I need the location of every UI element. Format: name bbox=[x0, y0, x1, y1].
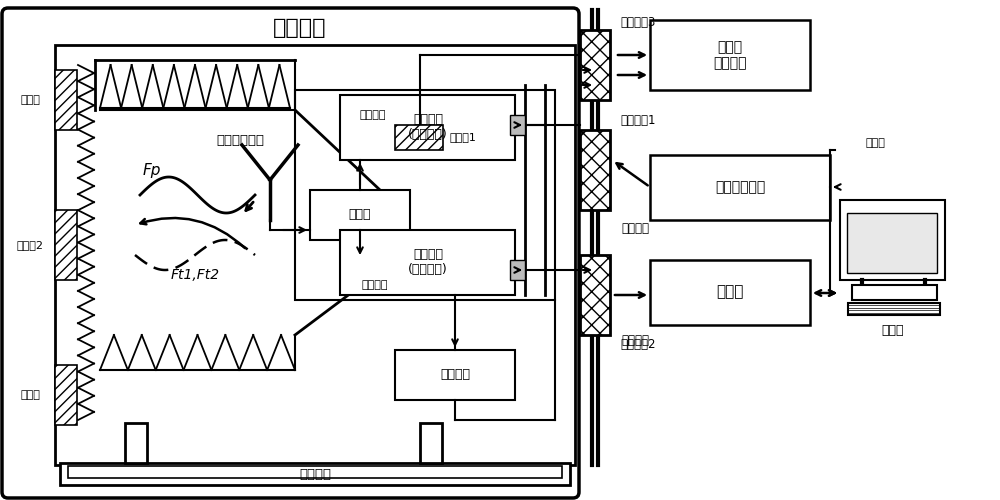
Bar bbox=[847, 213, 937, 273]
Text: 固定支架: 固定支架 bbox=[299, 468, 331, 480]
Bar bbox=[650, 20, 810, 90]
Text: 时钟线: 时钟线 bbox=[865, 138, 885, 148]
Bar bbox=[340, 95, 515, 160]
Text: 发射通道
(含放大器): 发射通道 (含放大器) bbox=[408, 113, 448, 141]
Text: 热电耦
监视设备: 热电耦 监视设备 bbox=[713, 40, 747, 70]
Bar bbox=[55, 70, 77, 130]
Bar bbox=[650, 260, 810, 325]
Text: Fp: Fp bbox=[143, 162, 161, 178]
Bar bbox=[510, 115, 525, 135]
Bar bbox=[55, 210, 77, 280]
Bar bbox=[340, 230, 515, 295]
Bar bbox=[60, 463, 570, 485]
Bar bbox=[68, 466, 562, 478]
Text: 双工器: 双工器 bbox=[349, 208, 371, 222]
Bar bbox=[295, 90, 555, 300]
Text: 收发共用天线: 收发共用天线 bbox=[216, 134, 264, 146]
Bar bbox=[510, 260, 525, 280]
Text: 穿墙法兰2: 穿墙法兰2 bbox=[620, 338, 656, 351]
Text: 热电耦2: 热电耦2 bbox=[16, 240, 44, 250]
Text: 高频电缆: 高频电缆 bbox=[621, 222, 649, 234]
Bar bbox=[310, 190, 410, 240]
Text: 多载波信号源: 多载波信号源 bbox=[715, 180, 765, 194]
Text: 加热片: 加热片 bbox=[20, 95, 40, 105]
Text: 水冷负载: 水冷负载 bbox=[440, 368, 470, 382]
Bar bbox=[840, 200, 945, 280]
Text: 高频电缆: 高频电缆 bbox=[621, 334, 649, 346]
Text: 加热片: 加热片 bbox=[20, 390, 40, 400]
Bar bbox=[852, 285, 937, 300]
Bar bbox=[580, 130, 610, 210]
Bar bbox=[395, 350, 515, 400]
Text: 屏蔽薄膜: 屏蔽薄膜 bbox=[360, 110, 386, 120]
Text: 穿墙法兰1: 穿墙法兰1 bbox=[620, 114, 656, 126]
Text: 穿墙法兰3: 穿墙法兰3 bbox=[620, 16, 655, 28]
Text: 计算机: 计算机 bbox=[882, 324, 904, 336]
Text: Ft1,Ft2: Ft1,Ft2 bbox=[170, 268, 220, 282]
Bar bbox=[580, 30, 610, 100]
Bar bbox=[395, 125, 443, 150]
Bar bbox=[125, 423, 147, 463]
Bar bbox=[848, 303, 940, 315]
Bar bbox=[55, 365, 77, 425]
Bar bbox=[420, 423, 442, 463]
Text: 热真空罐: 热真空罐 bbox=[273, 18, 327, 38]
Bar bbox=[650, 155, 830, 220]
Bar bbox=[580, 255, 610, 335]
FancyBboxPatch shape bbox=[2, 8, 579, 498]
Text: 屏蔽薄膜: 屏蔽薄膜 bbox=[362, 280, 388, 290]
Bar bbox=[55, 45, 575, 465]
Text: 热电耦1: 热电耦1 bbox=[450, 132, 477, 142]
Text: 接收通道
(含放大器): 接收通道 (含放大器) bbox=[408, 248, 448, 276]
Text: 频谱仪: 频谱仪 bbox=[716, 284, 744, 300]
